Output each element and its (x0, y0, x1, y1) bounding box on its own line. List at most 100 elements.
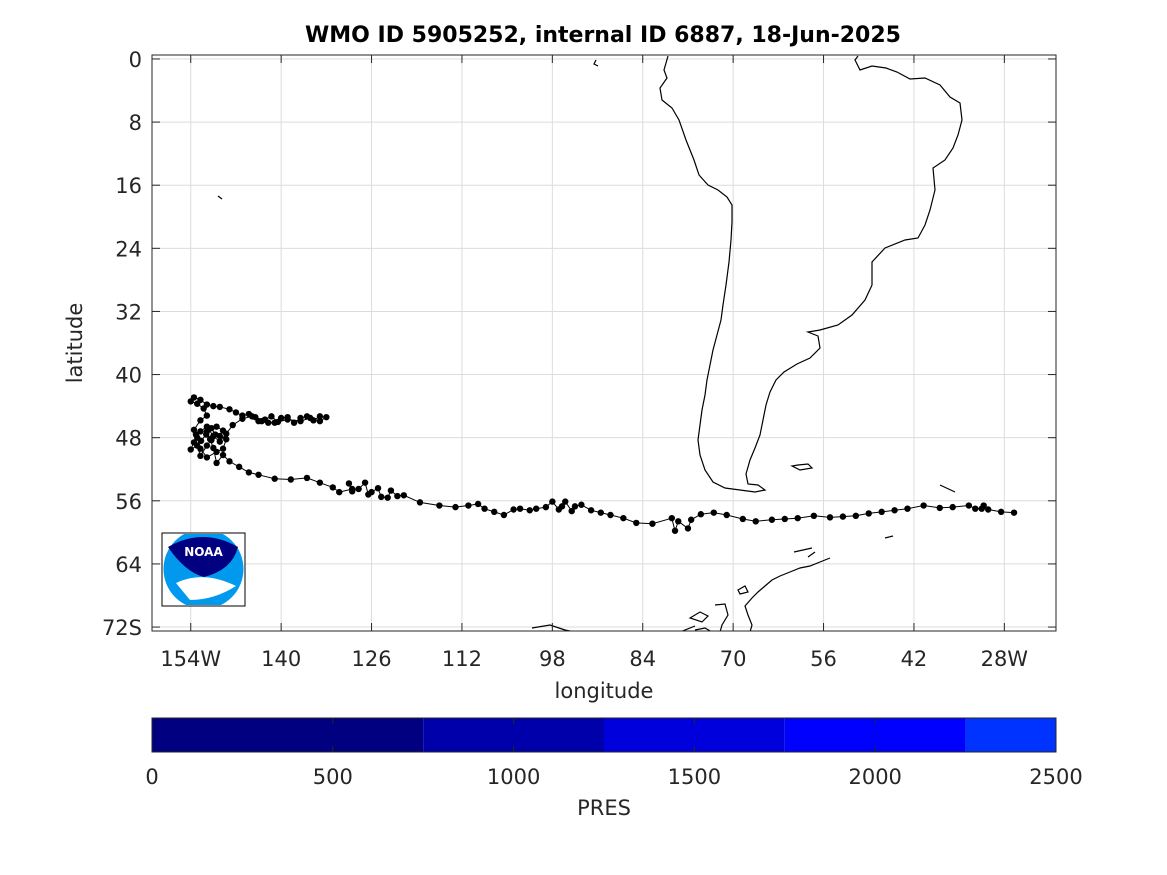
profile-point (316, 417, 324, 425)
x-tick-label: 140 (261, 647, 301, 671)
colorbar-tick-label: 1000 (487, 765, 540, 789)
profile-point (203, 431, 210, 438)
profile-point (336, 488, 343, 496)
profile-point (190, 394, 198, 401)
profile-point (361, 479, 369, 486)
profile-point (197, 428, 204, 435)
south-shetlands (793, 547, 816, 558)
profile-point (203, 442, 211, 449)
profile-point (920, 502, 927, 509)
profile-point (197, 417, 204, 424)
x-tick-label: 112 (442, 647, 482, 671)
profile-point (274, 418, 282, 426)
x-tick-label: 70 (720, 647, 747, 671)
profile-point (271, 475, 278, 482)
profile-point (219, 451, 227, 459)
coastlines (217, 55, 963, 631)
profile-point (355, 485, 362, 493)
profile-point (516, 505, 524, 512)
grid-lines (152, 55, 1056, 631)
profile-point (213, 448, 220, 456)
profile-point (348, 485, 356, 493)
profile-point (510, 506, 517, 513)
profile-point (684, 525, 692, 532)
profile-point (562, 498, 569, 505)
antarctic-peninsula-coastline (531, 557, 831, 631)
profile-point (491, 508, 498, 516)
profile-point (374, 484, 382, 492)
south-georgia (939, 484, 956, 493)
x-tick-label: 42 (901, 647, 928, 671)
profile-point (597, 509, 604, 516)
south-orkney (884, 535, 894, 539)
profile-point (287, 476, 295, 483)
profile-point (197, 437, 205, 445)
y-tick-label: 56 (115, 490, 142, 514)
profile-point (323, 413, 330, 421)
y-tick-label: 24 (115, 237, 142, 261)
colorbar-tick-label: 2000 (848, 765, 901, 789)
profile-point (852, 512, 860, 519)
profile-point (197, 396, 204, 404)
profile-point (781, 515, 788, 523)
profile-point (192, 431, 200, 438)
profile-point (978, 505, 985, 512)
falkland-islands (790, 463, 814, 471)
float-trajectory (187, 394, 1018, 534)
profile-point (345, 480, 353, 487)
profile-point (208, 436, 215, 444)
profile-point (223, 430, 230, 437)
profile-point (208, 425, 215, 432)
x-tick-label: 28W (981, 647, 1029, 671)
profile-point (865, 510, 872, 517)
y-tick-label: 48 (115, 427, 142, 451)
profile-point (985, 506, 992, 513)
profile-point (752, 518, 759, 525)
pacific-island (217, 195, 223, 200)
profile-point (223, 436, 230, 443)
profile-point (297, 417, 304, 425)
profile-point (571, 503, 579, 510)
profile-point (378, 493, 385, 501)
profile-point (284, 416, 291, 423)
colorbar-label: PRES (577, 796, 631, 820)
profile-point (972, 505, 979, 512)
profile-point (245, 469, 253, 476)
y-tick-label: 64 (115, 553, 142, 577)
profile-point (826, 514, 834, 521)
trajectory-line (189, 396, 1015, 533)
profile-point (229, 421, 236, 429)
profile-point (219, 445, 227, 452)
profile-point (394, 492, 401, 500)
profile-point (226, 458, 233, 465)
profile-point (671, 527, 679, 534)
profile-point (555, 506, 562, 513)
profile-point (465, 502, 472, 509)
y-tick-label: 40 (115, 364, 142, 388)
profile-point (481, 505, 488, 512)
profile-point (794, 514, 801, 522)
profile-point (203, 401, 211, 408)
profile-point (533, 505, 540, 512)
x-tick-label: 154W (160, 647, 221, 671)
profile-point (216, 403, 223, 411)
profile-point (316, 479, 324, 486)
noaa-logo: NOAA (161, 532, 246, 607)
x-axis-label: longitude (555, 679, 654, 703)
profile-point (687, 516, 695, 523)
profile-point (568, 507, 575, 515)
profile-point (416, 499, 424, 506)
profile-point (255, 471, 262, 478)
profile-point (675, 518, 682, 525)
x-tick-label: 98 (539, 647, 566, 671)
profile-point (436, 502, 443, 509)
profile-point (965, 502, 973, 509)
profile-point (239, 415, 246, 422)
profile-point (226, 406, 233, 413)
colorbar-tick-label: 1500 (668, 765, 721, 789)
profile-point (187, 446, 194, 453)
profile-point (235, 463, 243, 471)
colorbar: 0 500 1000 1500 2000 2500 (145, 717, 1083, 789)
colorbar-tick-label: 0 (145, 765, 158, 789)
profile-point (578, 501, 585, 508)
